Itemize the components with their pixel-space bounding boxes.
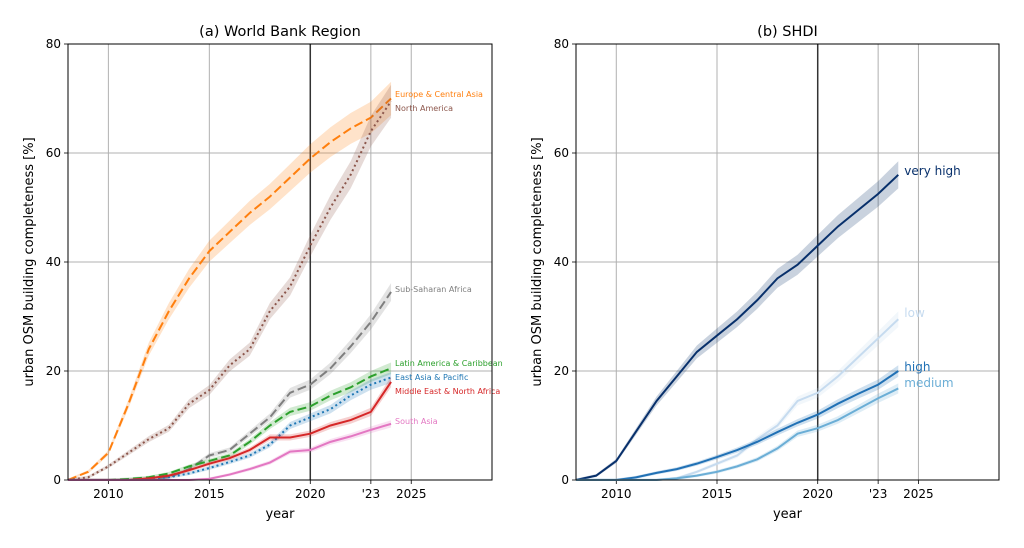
confidence-band bbox=[68, 283, 392, 480]
y-axis-label: urban OSM building completeness [%] bbox=[22, 137, 37, 386]
y-tick-label: 40 bbox=[46, 255, 61, 269]
x-tick-label: 2025 bbox=[903, 487, 934, 501]
y-tick-label: 0 bbox=[561, 473, 569, 487]
y-tick-label: 20 bbox=[46, 364, 61, 378]
panel-world-bank-region: 2010 2015 2020 '23 2025 0 20 40 60 80 Europe & Cen… bbox=[22, 24, 503, 522]
x-tick-label: '23 bbox=[362, 487, 381, 501]
y-tick-label: 60 bbox=[554, 146, 569, 160]
y-tick-label: 40 bbox=[554, 255, 569, 269]
confidence-band bbox=[68, 376, 392, 480]
series-label: very high bbox=[904, 164, 961, 178]
series-label: Sub-Saharan Africa bbox=[395, 285, 472, 294]
series-label: medium bbox=[904, 376, 953, 390]
series-label: Middle East & North Africa bbox=[395, 387, 500, 396]
series-label: low bbox=[904, 306, 925, 320]
x-tick-label: 2010 bbox=[601, 487, 632, 501]
series-label: Latin America & Caribbean bbox=[395, 359, 503, 368]
x-tick-label: 2015 bbox=[194, 487, 225, 501]
x-axis-label: year bbox=[265, 507, 295, 522]
series-line bbox=[575, 174, 899, 481]
chart-title: (a) World Bank Region bbox=[199, 24, 361, 40]
y-tick-label: 80 bbox=[46, 37, 61, 51]
panel-shdi: 2010 2015 2020 '23 2025 0 20 40 60 80 very high low… bbox=[530, 24, 1000, 522]
series-line bbox=[67, 97, 392, 481]
series-label: Europe & Central Asia bbox=[395, 90, 483, 99]
series-line bbox=[576, 370, 899, 481]
x-tick-label: 2025 bbox=[396, 487, 427, 501]
confidence-band bbox=[576, 365, 899, 480]
y-axis-label: urban OSM building completeness [%] bbox=[530, 137, 545, 386]
series-label: North America bbox=[395, 104, 453, 113]
y-tick-label: 60 bbox=[46, 146, 61, 160]
series-label: South Asia bbox=[395, 417, 438, 426]
confidence-band bbox=[576, 161, 899, 481]
x-axis-label: year bbox=[773, 507, 803, 522]
series-line bbox=[67, 100, 392, 481]
chart-title: (b) SHDI bbox=[757, 24, 818, 40]
y-tick-label: 80 bbox=[554, 37, 569, 51]
y-tick-label: 20 bbox=[554, 364, 569, 378]
x-tick-label: 2020 bbox=[295, 487, 326, 501]
x-tick-label: 2020 bbox=[802, 487, 833, 501]
series-label: East Asia & Pacific bbox=[395, 373, 468, 382]
y-tick-label: 0 bbox=[53, 473, 61, 487]
series-label: high bbox=[904, 360, 930, 374]
x-tick-label: 2010 bbox=[93, 487, 124, 501]
x-tick-label: '23 bbox=[869, 487, 888, 501]
x-tick-label: 2015 bbox=[702, 487, 733, 501]
confidence-band bbox=[68, 81, 392, 480]
axes-frame bbox=[575, 43, 1000, 481]
axes-frame bbox=[67, 43, 493, 481]
